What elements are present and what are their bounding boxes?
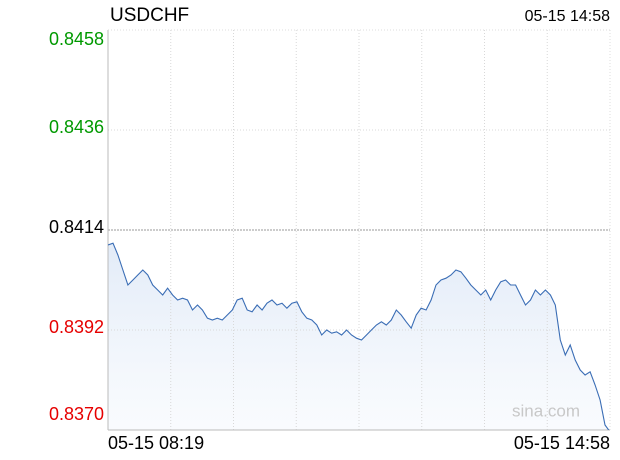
y-tick-label: 0.8392 <box>49 317 104 337</box>
y-tick-label: 0.8414 <box>49 217 104 237</box>
x-label-end: 05-15 14:58 <box>514 433 610 453</box>
watermark: sina.com <box>512 401 580 420</box>
chart-title: USDCHF <box>110 5 189 26</box>
x-label-start: 05-15 08:19 <box>108 433 204 453</box>
y-tick-label: 0.8458 <box>49 29 104 49</box>
y-tick-label: 0.8370 <box>49 404 104 424</box>
area <box>108 243 610 430</box>
y-tick-label: 0.8436 <box>49 117 104 137</box>
timestamp: 05-15 14:58 <box>525 8 611 25</box>
price-line <box>108 242 610 430</box>
